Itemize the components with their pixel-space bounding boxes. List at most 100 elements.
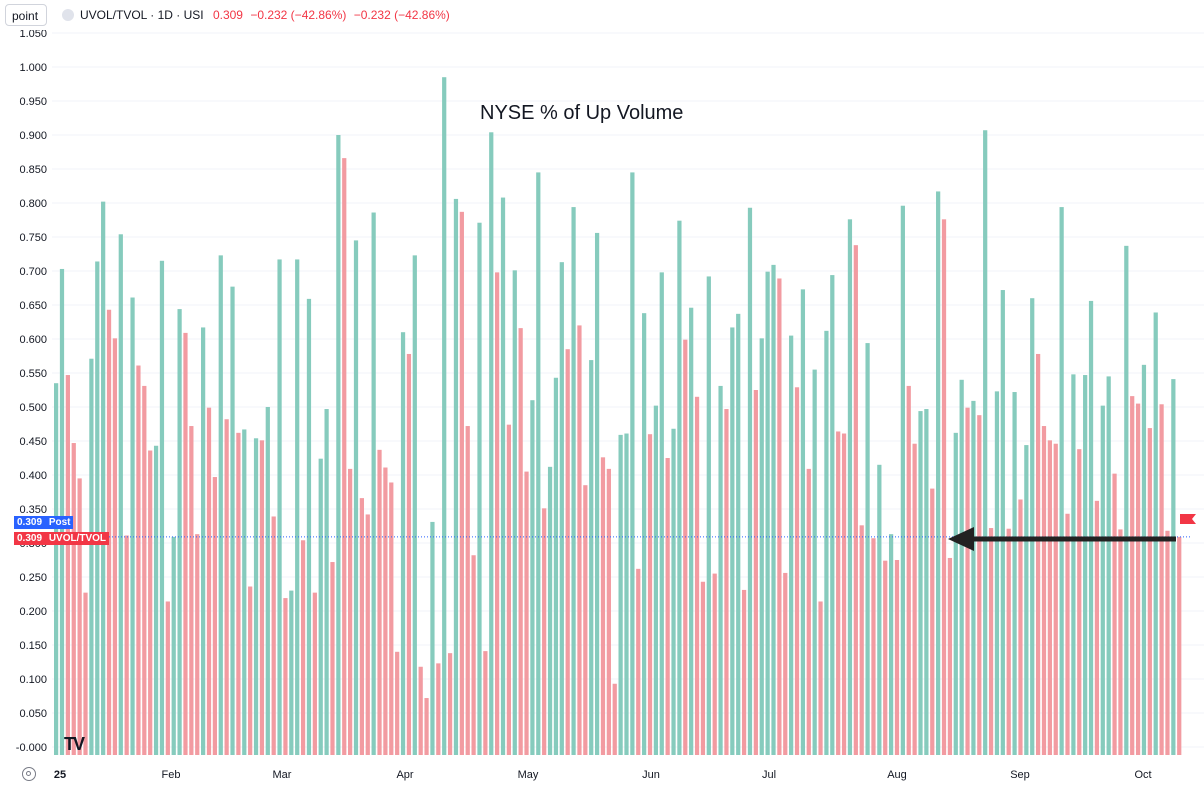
bar [706, 276, 711, 755]
bar [312, 592, 317, 755]
y-tick-label: 0.950 [19, 96, 47, 108]
bar [977, 415, 982, 755]
bar [789, 335, 794, 755]
bar [1077, 449, 1082, 755]
bar [89, 358, 94, 755]
bar [83, 592, 88, 755]
bar [894, 560, 900, 755]
bar [1083, 375, 1088, 755]
chart-canvas[interactable]: 1.050 1.000 0.950 0.900 0.850 0.800 0.750 0.700… [0, 30, 1204, 788]
y-tick-label: 0.650 [19, 300, 47, 312]
bar [436, 663, 441, 755]
post-badge: 0.309 Post [14, 516, 74, 529]
bar [77, 478, 82, 755]
bar [918, 411, 923, 755]
chart-type-input[interactable]: point [5, 4, 47, 26]
y-tick-label: 0.400 [19, 470, 47, 482]
y-tick-label: 0.450 [19, 436, 47, 448]
bar [353, 240, 359, 755]
x-tick-label: Oct [1134, 769, 1151, 781]
bar [1124, 245, 1129, 755]
bar [447, 653, 453, 755]
bar [1171, 379, 1176, 755]
bar [289, 590, 294, 755]
bar [65, 375, 70, 755]
bar [1059, 207, 1064, 755]
main-badge-label: UVOL/TVOL [48, 533, 107, 544]
bar [900, 205, 905, 756]
bar [1094, 500, 1100, 755]
bar [524, 471, 529, 755]
symbol-label[interactable]: UVOL/TVOL · 1D · USI [80, 8, 204, 22]
bar [142, 385, 147, 755]
bar [836, 431, 841, 755]
bar [812, 369, 817, 755]
bar [148, 450, 153, 755]
bar [865, 343, 870, 755]
y-tick-label: 0.350 [19, 504, 47, 516]
bar [589, 360, 594, 755]
bar [553, 377, 559, 755]
legend-title: UVOL/TVOL · 1D · USI 0.309 −0.232 (−42.8… [80, 8, 454, 22]
bar [618, 434, 623, 755]
x-tick-label: Jun [642, 769, 660, 781]
bar [253, 438, 259, 755]
y-tick-label: 0.700 [19, 266, 47, 278]
bar [201, 327, 206, 755]
bar [101, 201, 106, 755]
bar [112, 338, 118, 755]
bar [1141, 364, 1147, 755]
bar [306, 298, 312, 755]
bar [518, 328, 523, 755]
bar [324, 409, 329, 755]
bars [54, 77, 1182, 756]
bar [941, 219, 947, 755]
bar [300, 540, 306, 755]
bar [677, 220, 682, 755]
bar [377, 449, 382, 755]
x-axis[interactable]: 25 Feb Mar Apr May Jun Jul Aug Sep Oct [54, 769, 1152, 781]
arrow-head [948, 527, 974, 551]
bar [530, 400, 535, 755]
market-status-icon[interactable] [62, 9, 74, 21]
bar [206, 407, 212, 755]
bar [1118, 529, 1123, 755]
bar [218, 255, 223, 756]
bar [459, 211, 464, 756]
bar [936, 191, 941, 755]
bar [212, 477, 217, 755]
bar [224, 419, 229, 755]
bar [195, 534, 200, 755]
main-badge-value: 0.309 [17, 533, 43, 544]
bar [265, 407, 270, 755]
x-tick-label: Mar [273, 769, 292, 781]
flag-icon[interactable] [1180, 514, 1196, 524]
bar [765, 271, 770, 755]
annotation-text[interactable]: NYSE % of Up Volume [480, 102, 683, 124]
bar [383, 467, 388, 755]
settings-icon[interactable] [22, 767, 36, 781]
arrow-annotation[interactable] [948, 527, 1176, 551]
bar [318, 458, 323, 755]
bar [912, 443, 917, 755]
bar [953, 432, 958, 755]
y-axis[interactable]: 1.050 1.000 0.950 0.900 0.850 0.800 0.750 0.700… [16, 30, 47, 754]
bar [1159, 404, 1164, 755]
bar [183, 332, 188, 755]
bar [54, 383, 59, 755]
bar [165, 601, 170, 755]
bar [883, 560, 888, 755]
bar [1006, 528, 1011, 755]
bar [1018, 499, 1023, 755]
bar [971, 400, 976, 755]
bar [1041, 426, 1047, 755]
bar [130, 297, 135, 755]
bar [841, 433, 847, 755]
y-tick-label: 0.600 [19, 334, 47, 346]
bar [506, 424, 512, 755]
bar [683, 339, 688, 755]
bar [71, 443, 76, 755]
bar [277, 259, 282, 755]
bar [771, 264, 776, 755]
bar [512, 270, 517, 755]
